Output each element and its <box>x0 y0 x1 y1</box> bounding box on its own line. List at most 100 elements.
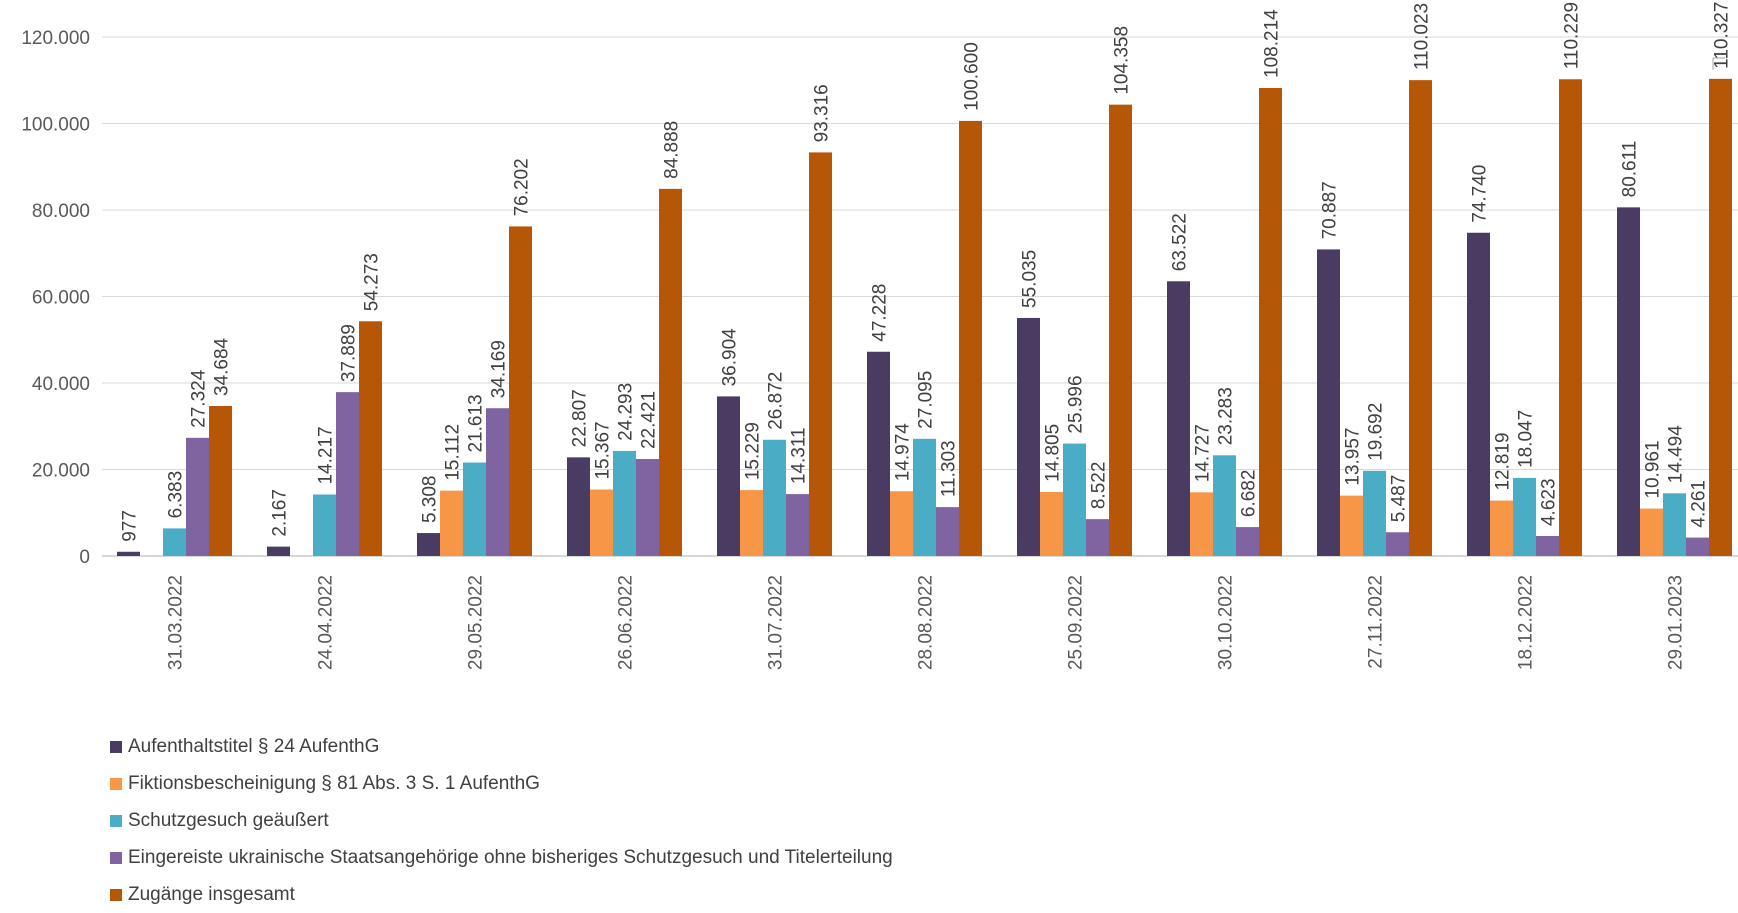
bar <box>1109 104 1132 557</box>
data-label: 4.623 <box>1539 478 1560 526</box>
data-label: 34.684 <box>212 337 233 396</box>
data-label: 37.889 <box>339 324 360 382</box>
bar-chart: 0 20.000 40.000 60.000 80.000 100.000 120.000 9… <box>21 2 1738 670</box>
legend: Aufenthaltstitel § 24 AufenthG Fiktionsbe… <box>110 728 893 913</box>
data-label: 14.311 <box>789 427 810 484</box>
legend-item: Aufenthaltstitel § 24 AufenthG <box>110 728 893 765</box>
bar <box>1040 491 1063 556</box>
data-label: 14.727 <box>1193 424 1214 482</box>
bar <box>636 459 659 556</box>
bar <box>936 507 959 556</box>
legend-item: Fiktionsbescheinigung § 81 Abs. 3 S. 1 A… <box>110 765 893 802</box>
bar <box>1686 537 1709 556</box>
data-label: 5.308 <box>420 475 441 523</box>
bar <box>1213 455 1236 556</box>
y-tick-label: 120.000 <box>21 28 90 49</box>
bar <box>613 450 636 556</box>
data-label: 47.228 <box>870 284 891 342</box>
bar <box>509 226 532 557</box>
data-label: 14.217 <box>316 426 337 484</box>
bar <box>1490 500 1513 556</box>
legend-label: Eingereiste ukrainische Staatsangehörige… <box>128 846 893 868</box>
data-label: 14.974 <box>893 423 914 482</box>
data-label: 34.169 <box>489 340 510 398</box>
bar <box>809 152 832 556</box>
bar <box>1190 492 1213 556</box>
bar <box>267 546 290 556</box>
bar <box>740 490 763 556</box>
data-label: 22.421 <box>639 391 660 449</box>
bar <box>1640 508 1663 556</box>
legend-swatch <box>110 888 122 901</box>
bar <box>1259 87 1282 556</box>
data-label: 15.229 <box>743 422 764 480</box>
bar <box>1617 207 1640 556</box>
data-label: 93.316 <box>812 84 833 142</box>
bar <box>913 438 936 556</box>
bar <box>336 392 359 556</box>
legend-item: Zugänge insgesamt <box>110 876 893 913</box>
x-tick-label: 27.11.2022 <box>1366 575 1387 669</box>
bar <box>440 490 463 556</box>
data-label: 19.692 <box>1366 403 1387 461</box>
bar <box>463 462 486 556</box>
data-label: 36.904 <box>720 328 741 387</box>
bar <box>717 396 740 556</box>
data-label: 76.202 <box>512 158 533 216</box>
data-label: 18.047 <box>1516 410 1537 468</box>
bar <box>567 457 590 556</box>
bar <box>590 489 613 556</box>
bar <box>1017 317 1040 556</box>
data-label: 70.887 <box>1320 181 1341 239</box>
bar <box>786 494 809 556</box>
data-label: 15.367 <box>593 421 614 479</box>
bar <box>1536 536 1559 556</box>
data-label: 55.035 <box>1020 250 1041 308</box>
data-label: 13.957 <box>1343 428 1364 486</box>
bar <box>1467 232 1490 556</box>
x-tick-label: 29.05.2022 <box>466 575 487 670</box>
data-label: 24.293 <box>616 383 637 441</box>
y-tick-label: 100.000 <box>21 115 90 136</box>
data-label: 110.229 <box>1562 2 1583 69</box>
bar <box>486 408 509 556</box>
legend-swatch <box>110 740 122 753</box>
x-tick-label: 29.01.2023 <box>1666 575 1687 670</box>
bar <box>1236 527 1259 556</box>
bar <box>1559 79 1582 556</box>
bar <box>867 351 890 556</box>
bar <box>890 491 913 556</box>
data-label: 80.611 <box>1620 141 1641 198</box>
x-tick-label: 30.10.2022 <box>1216 575 1237 670</box>
legend-swatch <box>110 814 122 827</box>
data-label: 23.283 <box>1216 387 1237 445</box>
legend-label: Fiktionsbescheinigung § 81 Abs. 3 S. 1 A… <box>128 772 540 794</box>
legend-label: Schutzgesuch geäußert <box>128 809 329 831</box>
bar <box>313 494 336 556</box>
bar <box>1709 78 1732 556</box>
bar <box>209 405 232 556</box>
x-tick-label: 18.12.2022 <box>1516 575 1537 670</box>
data-label: 27.324 <box>189 369 210 428</box>
bar <box>959 120 982 556</box>
data-label: 110.327 <box>1712 2 1733 69</box>
x-tick-label: 26.06.2022 <box>616 575 637 670</box>
bar <box>1317 249 1340 556</box>
bar <box>1363 470 1386 556</box>
bar <box>1663 493 1686 556</box>
data-label: 27.095 <box>916 371 937 429</box>
bar <box>117 551 140 556</box>
data-label: 54.273 <box>362 253 383 311</box>
data-label: 104.358 <box>1112 26 1133 95</box>
data-label: 2.167 <box>270 489 291 537</box>
bar <box>186 437 209 556</box>
legend-item: Eingereiste ukrainische Staatsangehörige… <box>110 839 893 876</box>
data-label: 12.819 <box>1493 432 1514 490</box>
x-tick-label: 24.04.2022 <box>316 575 337 670</box>
bar <box>1513 477 1536 556</box>
legend-swatch <box>110 851 122 864</box>
bar <box>359 321 382 556</box>
y-tick-label: 20.000 <box>32 461 90 482</box>
data-label: 14.805 <box>1043 424 1064 482</box>
bar <box>1063 443 1086 556</box>
